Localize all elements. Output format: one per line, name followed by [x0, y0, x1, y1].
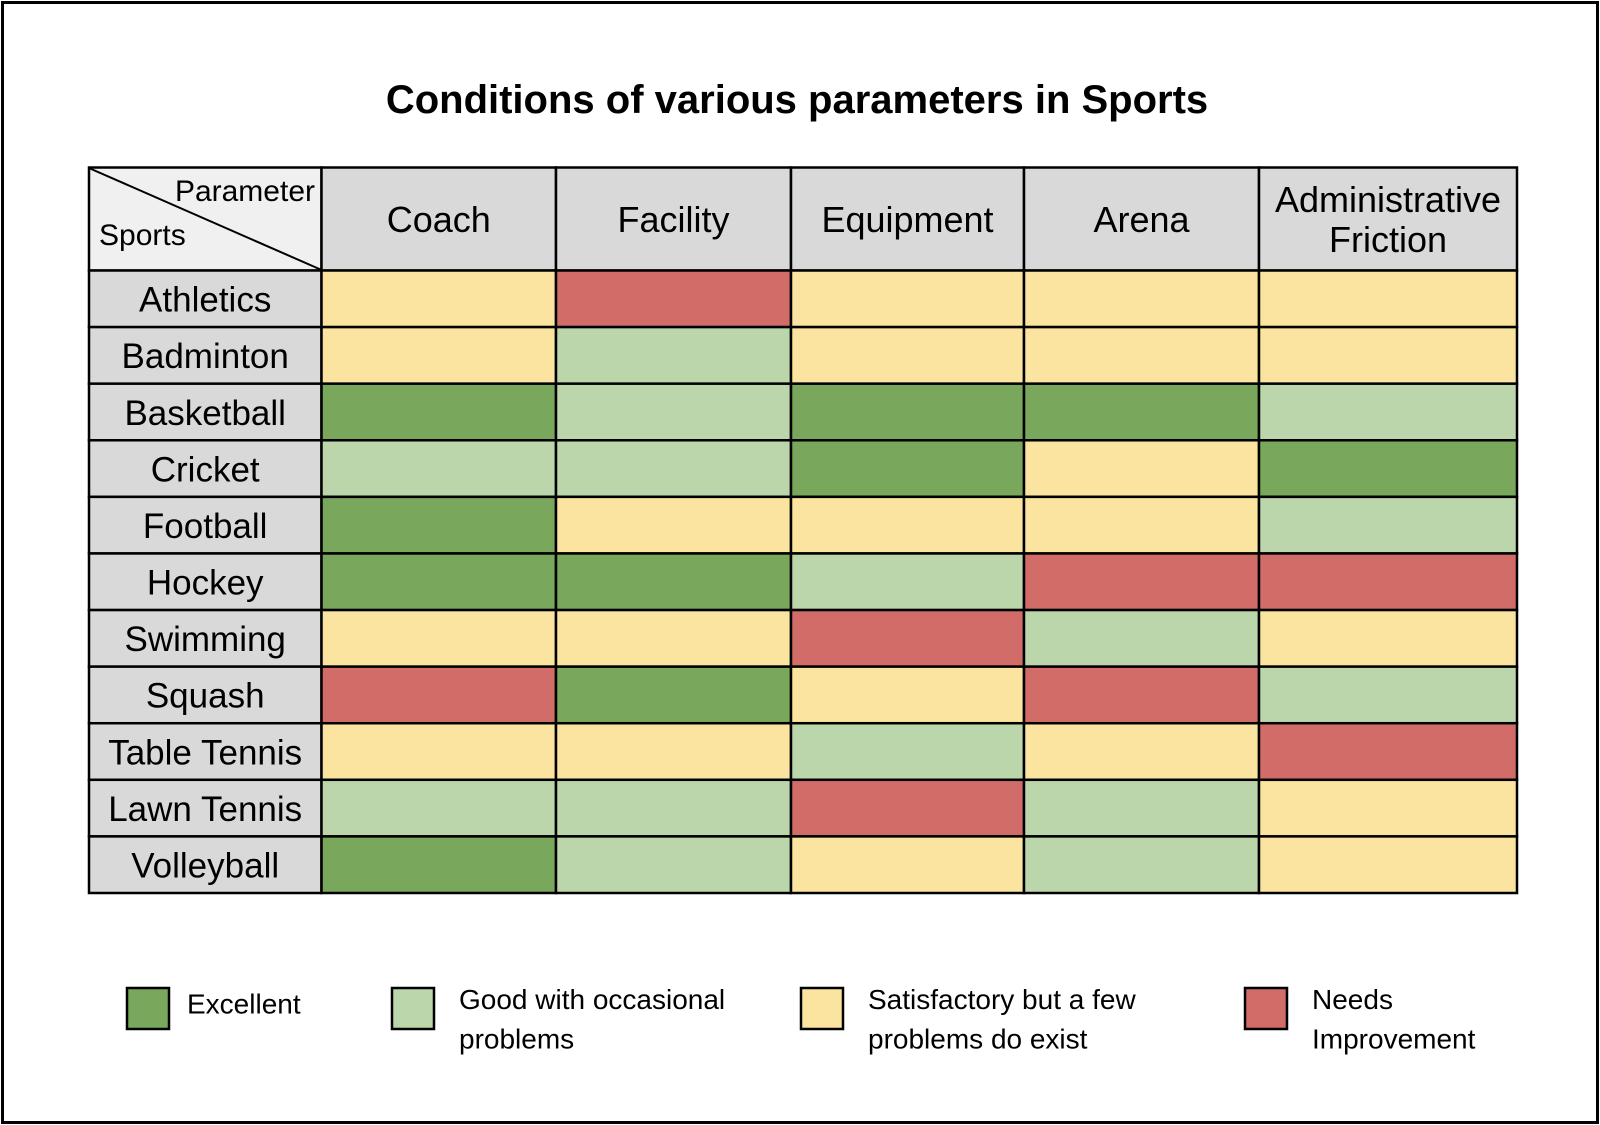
svg-text:Administrative: Administrative	[1275, 179, 1501, 220]
svg-text:Hockey: Hockey	[147, 564, 264, 603]
svg-text:Equipment: Equipment	[821, 199, 993, 240]
svg-text:Athletics: Athletics	[139, 281, 271, 320]
svg-text:problems do exist: problems do exist	[868, 1024, 1088, 1055]
svg-text:Friction: Friction	[1329, 219, 1447, 260]
svg-text:problems: problems	[459, 1024, 574, 1055]
svg-text:Improvement: Improvement	[1312, 1024, 1476, 1055]
svg-text:Lawn Tennis: Lawn Tennis	[108, 790, 302, 829]
svg-text:Good with occasional: Good with occasional	[459, 984, 725, 1015]
svg-text:Cricket: Cricket	[151, 450, 260, 489]
svg-text:Coach: Coach	[387, 199, 491, 240]
svg-text:Football: Football	[143, 507, 268, 546]
svg-text:Satisfactory but a few: Satisfactory but a few	[868, 984, 1136, 1015]
svg-text:Facility: Facility	[617, 199, 729, 240]
svg-text:Excellent: Excellent	[187, 989, 301, 1020]
svg-text:Parameter: Parameter	[175, 175, 315, 208]
svg-text:Volleyball: Volleyball	[131, 847, 279, 886]
svg-text:Swimming: Swimming	[124, 620, 285, 659]
svg-text:Squash: Squash	[146, 677, 265, 716]
svg-text:Basketball: Basketball	[124, 394, 285, 433]
svg-text:Badminton: Badminton	[122, 337, 289, 376]
svg-text:Sports: Sports	[99, 219, 186, 252]
svg-text:Needs: Needs	[1312, 984, 1393, 1015]
svg-text:Arena: Arena	[1093, 199, 1190, 240]
svg-text:Table Tennis: Table Tennis	[108, 733, 302, 772]
svg-text:Conditions of various paramete: Conditions of various parameters in Spor…	[386, 78, 1208, 122]
